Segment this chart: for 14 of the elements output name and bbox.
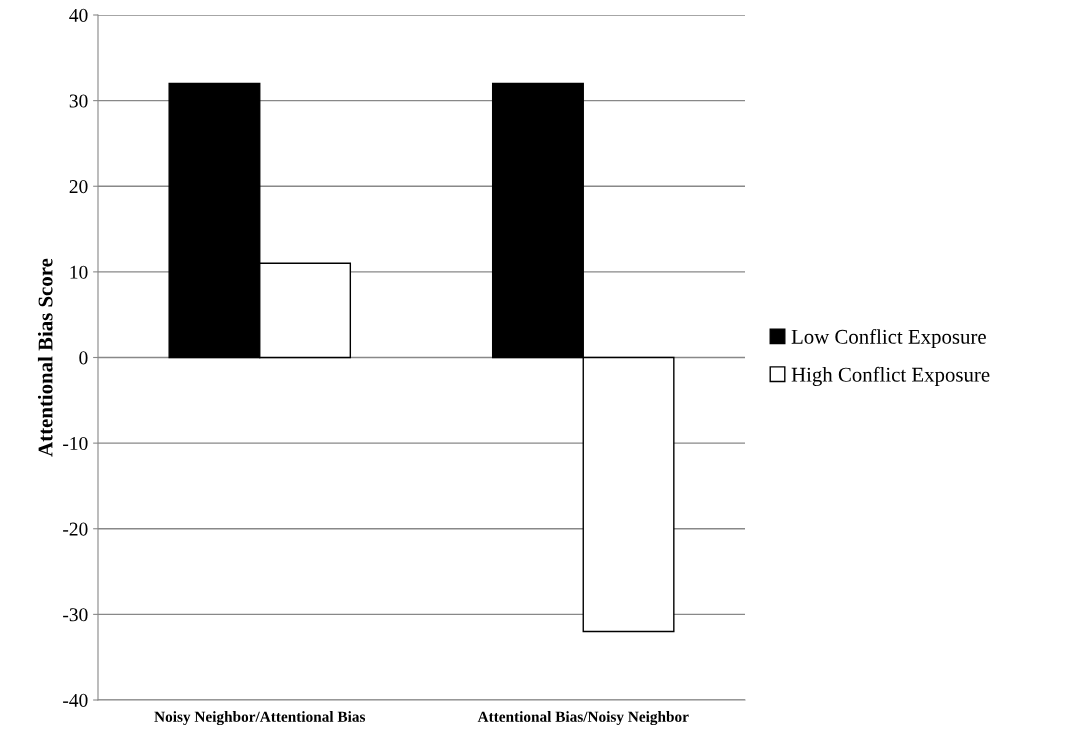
y-tick-label: -10 [63,436,88,451]
y-tick-label: -40 [63,693,88,707]
y-tick-label: 10 [70,265,88,279]
legend-label: High Conflict Exposure [791,366,990,387]
y-tick-label: 20 [69,180,88,194]
y-axis-title: Attentional Bias Score [37,258,53,457]
y-tick-label: -30 [63,608,88,622]
y-tick-label: 40 [69,8,88,22]
x-tick-label: Attentional Bias/Noisy Neighbor [477,711,689,726]
x-tick-label: Noisy Neighbor/Attentional Bias [154,711,366,726]
legend-label: Low Conflict Exposure [791,328,986,349]
y-tick-label: 30 [69,94,88,108]
y-tick-label: -20 [63,522,88,536]
y-tick-label: 0 [79,351,88,365]
